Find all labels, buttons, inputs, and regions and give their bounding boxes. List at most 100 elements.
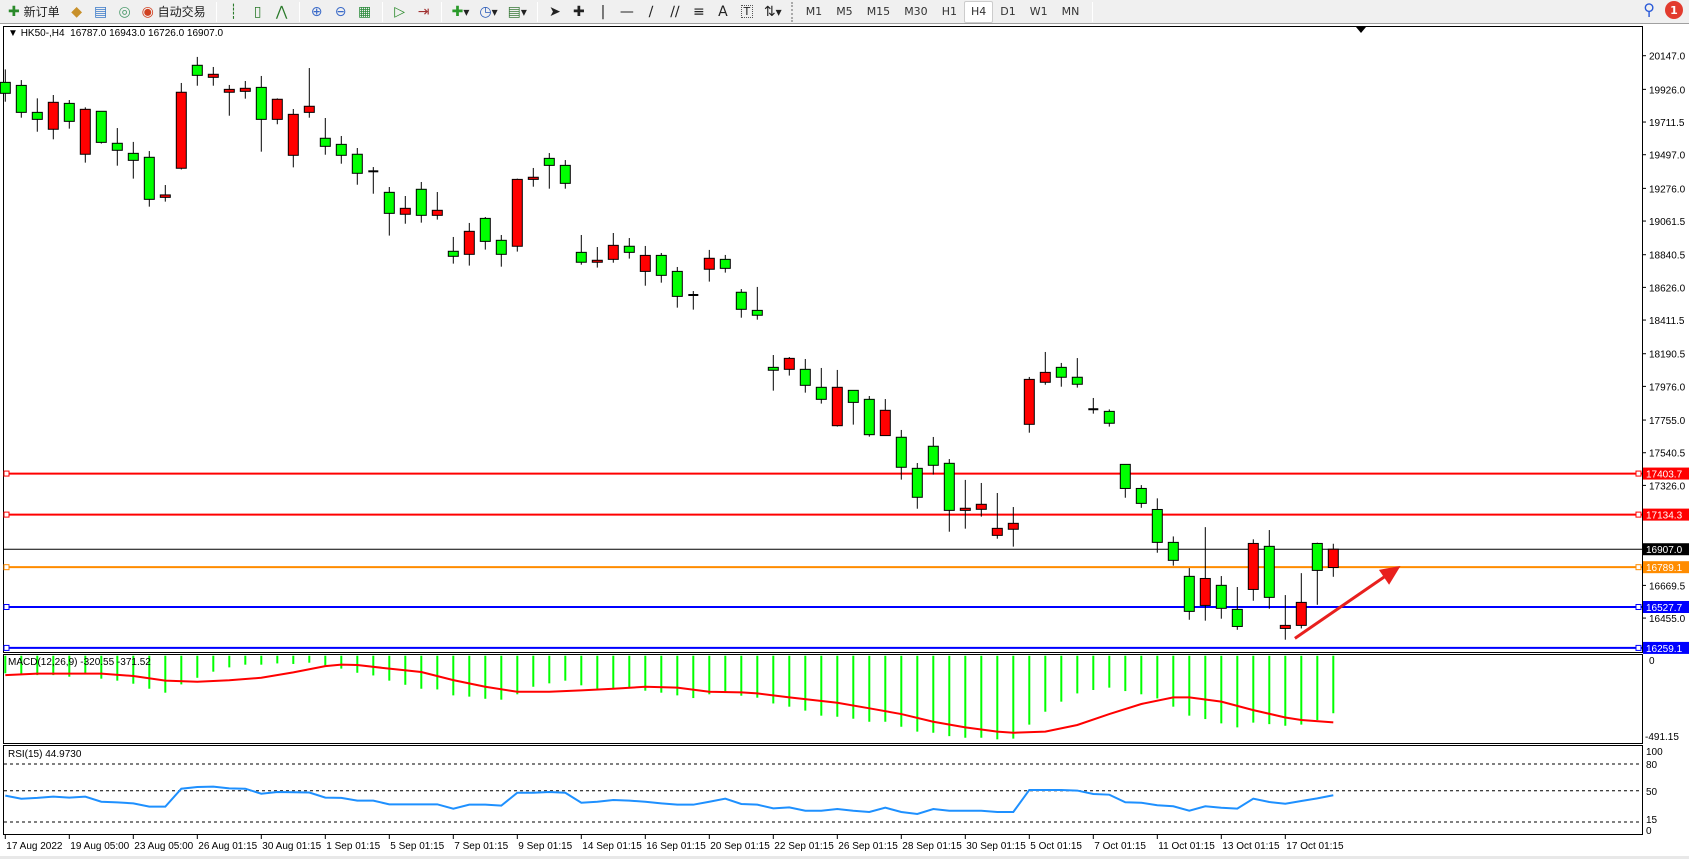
rsi-axis-label: 15 — [1646, 815, 1658, 826]
candle-body — [223, 88, 235, 93]
zoom-in-button[interactable]: ⊕ — [306, 1, 328, 23]
candle-body — [319, 137, 331, 147]
toolbar-grip — [790, 1, 794, 22]
candle-body — [47, 101, 59, 130]
candle-body — [383, 191, 395, 214]
price-line-label: 17134.3 — [1646, 511, 1683, 522]
arrow-annotation-line — [1294, 572, 1390, 640]
candle-body — [479, 217, 491, 242]
price-axis-label: 18626.0 — [1649, 283, 1686, 294]
crosshair-button[interactable]: ✚ — [568, 1, 590, 23]
indicators-button[interactable]: ✚ ▾ — [451, 3, 470, 20]
rsi-axis-label: 50 — [1646, 787, 1658, 798]
auto-trading-button[interactable]: ◉ 自动交易 — [138, 1, 210, 23]
text-label-icon: T — [740, 5, 754, 18]
line-anchor-handle — [1635, 564, 1642, 571]
candle-body — [815, 386, 827, 400]
cursor-button[interactable]: ➤ — [544, 1, 566, 23]
chart-shift-button[interactable]: ⇥ — [413, 1, 435, 23]
text-button[interactable]: A — [712, 1, 734, 23]
timeframe-w1[interactable]: W1 — [1029, 5, 1048, 18]
time-axis-label: 30 Aug 01:15 — [262, 841, 321, 852]
new-order-button[interactable]: ✚ 新订单 — [4, 1, 64, 23]
price-axis-label: 17326.0 — [1649, 481, 1686, 492]
candle-body — [751, 309, 763, 316]
rsi-axis-label: 100 — [1646, 747, 1663, 758]
chart-symbol: HK50-,H4 — [20, 28, 65, 39]
fibonacci-icon: ≡ — [693, 3, 705, 20]
navigator-button[interactable]: ◎ — [114, 1, 136, 23]
toolbar-divider — [440, 1, 442, 22]
auto-scroll-icon: ▷ — [394, 3, 406, 20]
price-line-label: 17403.7 — [1646, 470, 1683, 481]
chart-ohlc: 16787.0 16943.0 16726.0 16907.0 — [70, 28, 224, 39]
candle-body — [847, 389, 859, 403]
time-axis-label: 7 Oct 01:15 — [1094, 841, 1146, 852]
text-icon: A — [718, 3, 728, 20]
time-axis-label: 13 Oct 01:15 — [1222, 841, 1280, 852]
templates-button[interactable]: ▤ ▾ — [507, 3, 527, 20]
tile-windows-button[interactable]: ▦ — [354, 1, 376, 23]
time-axis-label: 19 Aug 05:00 — [70, 841, 129, 852]
candle-body — [415, 188, 427, 216]
templates-icon: ▤ — [507, 3, 521, 20]
price-line-label-bg — [1643, 467, 1689, 480]
price-axis-label: 19497.0 — [1649, 151, 1686, 162]
trendline-button[interactable]: ∕ — [640, 1, 662, 23]
bar-chart-icon: ┊ — [229, 3, 238, 20]
price-axis-label: 19061.5 — [1649, 217, 1686, 228]
candle-body — [575, 251, 587, 263]
zoom-out-button[interactable]: ⊖ — [330, 1, 352, 23]
candle-body — [879, 409, 891, 437]
vertical-line-button[interactable]: | — [592, 1, 614, 23]
bar-chart-button[interactable]: ┊ — [223, 1, 245, 23]
candle-body — [175, 91, 187, 169]
timeframe-m30[interactable]: M30 — [904, 5, 928, 18]
equidistant-channel-button[interactable]: ∕∕ — [664, 1, 686, 23]
timeframe-mn[interactable]: MN — [1061, 5, 1080, 18]
fibonacci-button[interactable]: ≡ — [688, 1, 710, 23]
candle-body — [543, 157, 555, 166]
timeframe-m15[interactable]: M15 — [866, 5, 891, 18]
candle-body — [239, 87, 251, 92]
price-axis-label: 17976.0 — [1649, 382, 1686, 393]
periods-button[interactable]: ◷ ▾ — [479, 3, 498, 20]
timeframe-bar: M1 M5 M15 M30 H1 H4 D1 W1 MN — [799, 0, 1087, 23]
candle-body — [159, 194, 171, 198]
candle-body — [271, 98, 283, 120]
data-window-button[interactable]: ▤ — [90, 1, 112, 23]
price-line-label: 16259.1 — [1646, 644, 1683, 655]
toolbar: ✚ 新订单 ◆ ▤ ◎ ◉ 自动交易 ┊ ▯ ⋀ ⊕ ⊖ ▦ ▷ ⇥ ✚ ▾ ◷… — [0, 0, 1689, 24]
new-order-icon: ✚ — [8, 3, 20, 20]
horizontal-line-button[interactable]: — — [616, 1, 638, 23]
auto-scroll-button[interactable]: ▷ — [389, 1, 411, 23]
notification-badge[interactable]: 1 — [1665, 1, 1683, 19]
candle-body — [799, 368, 811, 386]
arrows-button[interactable]: ⇅ ▾ — [763, 3, 782, 20]
macd-axis-label: -491.15 — [1645, 732, 1679, 743]
candle-body — [639, 254, 651, 272]
timeframe-h1[interactable]: H1 — [941, 5, 957, 18]
timeframe-m5[interactable]: M5 — [836, 5, 853, 18]
chart-menu-triangle-icon[interactable]: ▼ — [8, 28, 18, 39]
price-axis-label: 17540.5 — [1649, 449, 1686, 460]
candle-body — [79, 108, 91, 155]
candle-body — [1231, 608, 1243, 627]
candle-body — [1295, 601, 1307, 626]
line-chart-button[interactable]: ⋀ — [271, 1, 293, 23]
timeframe-m1[interactable]: M1 — [805, 5, 823, 18]
text-label-button[interactable]: T — [736, 1, 758, 23]
timeframe-h4[interactable]: H4 — [963, 0, 994, 23]
candle-body — [1055, 366, 1067, 378]
timeframe-d1[interactable]: D1 — [1000, 5, 1016, 18]
macd-signal-line — [5, 663, 1334, 734]
market-watch-button[interactable]: ◆ — [66, 1, 88, 23]
auto-trading-icon: ◉ — [141, 3, 154, 20]
main-pane — [3, 26, 1643, 653]
time-axis-label: 17 Aug 2022 — [6, 841, 63, 852]
search-icon[interactable]: ⚲ — [1643, 0, 1655, 19]
candlestick-button[interactable]: ▯ — [247, 1, 269, 23]
line-anchor-handle — [3, 644, 10, 651]
price-line-label-bg — [1643, 601, 1689, 614]
